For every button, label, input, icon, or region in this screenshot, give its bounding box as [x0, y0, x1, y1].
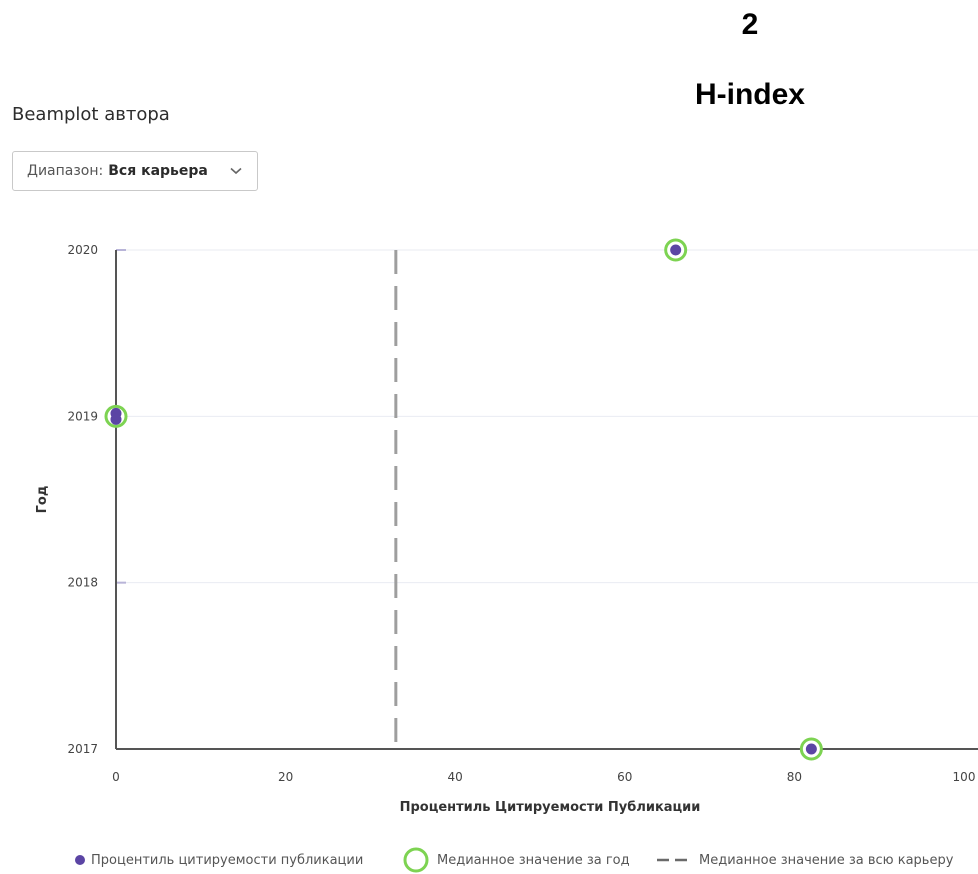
x-tick-label-100: 100: [953, 770, 976, 784]
beamplot-chart: 2017 2018 2019 2020 0 20 40 60 80 100 Процентиль …: [35, 238, 978, 815]
publication-point-0: [670, 244, 682, 256]
y-tick-label-2019: 2019: [67, 409, 98, 423]
x-tick-label-60: 60: [617, 770, 632, 784]
y-tick-label-2020: 2020: [67, 243, 98, 257]
beamplot-title: Beamplot автора: [12, 104, 170, 125]
legend-item-year-median: Медианное значение за год: [402, 846, 630, 874]
axes: [115, 250, 978, 750]
axis-labels: Процентиль Цитируемости Публикации Год: [35, 486, 700, 815]
legend-dash-icon: [657, 858, 693, 862]
legend-dot-icon: [75, 855, 85, 865]
publication-point-2: [110, 413, 122, 425]
x-tick-label-80: 80: [787, 770, 802, 784]
y-tick-label-2018: 2018: [67, 576, 98, 590]
chart-legend: Процентиль цитируемости публикации Медиа…: [0, 846, 978, 874]
legend-item-career-median: Медианное значение за всю карьеру: [656, 846, 953, 874]
x-tick-label-0: 0: [112, 770, 120, 784]
tick-labels: 2017 2018 2019 2020 0 20 40 60 80 100: [67, 243, 975, 784]
year-median-layer: [104, 238, 823, 761]
legend-item-points: Процентиль цитируемости публикации: [74, 846, 363, 874]
legend-label-points: Процентиль цитируемости публикации: [91, 852, 364, 868]
legend-ring-icon: [403, 847, 429, 873]
range-dropdown[interactable]: Диапазон: Вся карьера: [12, 151, 258, 191]
y-tick-label-2017: 2017: [67, 742, 98, 756]
h-index-label: H-index: [694, 78, 805, 111]
grid-lines: [116, 249, 978, 750]
legend-label-career-median: Медианное значение за всю карьеру: [699, 852, 954, 868]
h-index-value: 2: [741, 8, 759, 41]
publication-point-3: [805, 743, 817, 755]
x-tick-label-20: 20: [278, 770, 293, 784]
x-axis-label: Процентиль Цитируемости Публикации: [400, 800, 701, 815]
points-layer: [110, 244, 817, 755]
legend-label-year-median: Медианное значение за год: [437, 852, 630, 868]
y-axis-label: Год: [35, 486, 50, 514]
x-tick-label-40: 40: [448, 770, 463, 784]
range-dropdown-label: Диапазон:: [27, 163, 104, 179]
range-dropdown-value: Вся карьера: [108, 163, 208, 179]
chevron-down-icon: [229, 164, 243, 178]
